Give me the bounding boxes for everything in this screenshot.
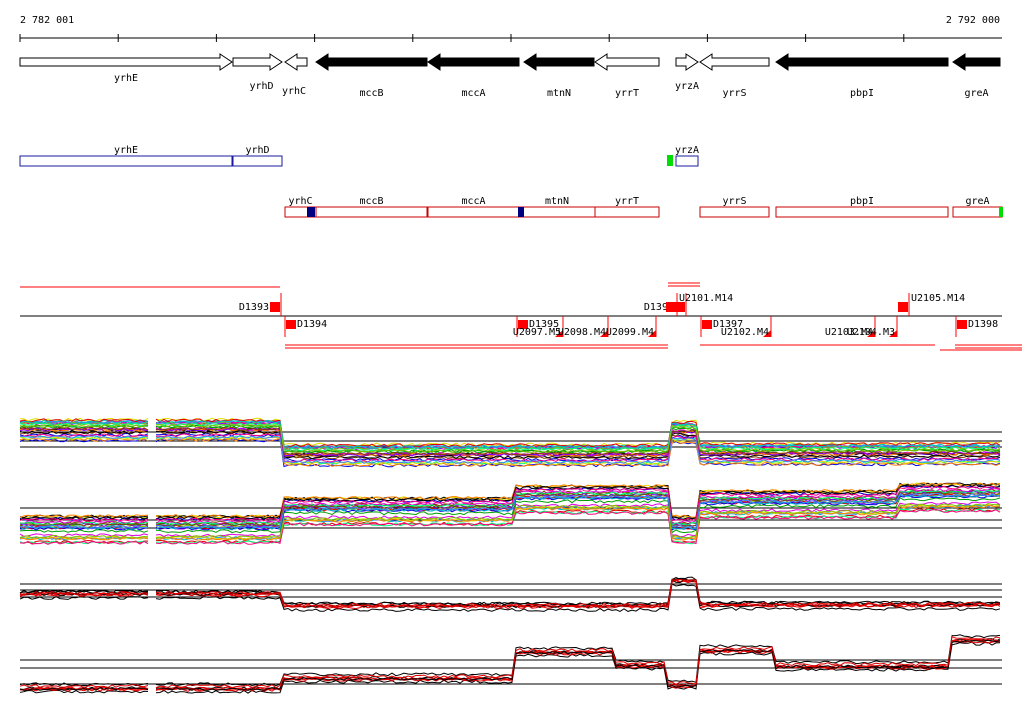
- promoter-label-D1394: D1394: [297, 319, 327, 330]
- transcript-yrrS[interactable]: [699, 206, 770, 218]
- transcript-label-yrhE: yrhE: [114, 145, 138, 156]
- promoter-mark-U2103.M4[interactable]: [867, 330, 875, 337]
- gene-label-mccA: mccA: [461, 88, 485, 99]
- promoter-mark-U2102.M4[interactable]: [763, 330, 771, 337]
- promoter-label-D1395: D1395: [529, 319, 559, 330]
- promoter-mark-D1396[interactable]: [675, 302, 685, 312]
- transcript-yrrT[interactable]: [594, 206, 660, 218]
- promoter-label-U2097.M5: U2097.M5: [513, 327, 561, 338]
- promoter-label-U2102.M4: U2102.M4: [721, 327, 769, 338]
- transcript-label-mtnN: mtnN: [545, 196, 569, 207]
- gene-arrow-yrrS[interactable]: [699, 53, 770, 71]
- transcript-label-mccB: mccB: [359, 196, 383, 207]
- promoter-mark-D1398[interactable]: [957, 320, 967, 329]
- transcript-yrhD[interactable]: [232, 155, 283, 167]
- transcript-label-yrrS: yrrS: [722, 196, 746, 207]
- gene-arrow-greA[interactable]: [952, 53, 1001, 71]
- gene-label-yrhC: yrhC: [282, 86, 306, 97]
- gene-label-yrrT: yrrT: [615, 88, 639, 99]
- coordinate-ruler: 2 782 001 2 792 000: [19, 15, 1002, 42]
- transcript-label-mccA: mccA: [461, 196, 485, 207]
- gene-label-yrrS: yrrS: [722, 88, 746, 99]
- promoter-label-U2101.M14: U2101.M14: [679, 293, 733, 304]
- transcript-label-yrrT: yrrT: [615, 196, 639, 207]
- gene-arrow-mccA[interactable]: [427, 53, 520, 71]
- promoter-label-U2105.M14: U2105.M14: [911, 293, 965, 304]
- gene-arrow-mtnN[interactable]: [523, 53, 595, 71]
- transcript-mtnN[interactable]: [518, 206, 596, 218]
- promoter-label-U2104.M3: U2104.M3: [847, 327, 895, 338]
- promoter-mark-D1394[interactable]: [286, 320, 296, 329]
- promoter-label-U2099.M4: U2099.M4: [606, 327, 654, 338]
- gene-arrow-mccB[interactable]: [315, 53, 428, 71]
- transcript-yrzA[interactable]: [675, 155, 699, 167]
- transcript-label-yrhC: yrhC: [288, 196, 312, 207]
- promoter-mark-U2097.M5[interactable]: [555, 330, 563, 337]
- promoter-mark-U2098.M4[interactable]: [600, 330, 608, 337]
- marker-blue-yrhC: [307, 207, 315, 217]
- gene-track: yrhE yrhD yrhC mccB mccA mtnN yrrT yrzA yrrS pbpI…: [19, 53, 1001, 99]
- gene-label-mtnN: mtnN: [547, 88, 571, 99]
- gene-arrow-yrzA[interactable]: [675, 53, 699, 71]
- promoter-mark-D1397[interactable]: [702, 320, 712, 329]
- transcript-greA[interactable]: [952, 206, 1003, 218]
- transcript-label-greA: greA: [965, 196, 989, 207]
- gene-label-pbpI: pbpI: [850, 88, 874, 99]
- coordinate-right: 2 792 000: [946, 15, 1000, 26]
- transcript-yrhE[interactable]: [19, 155, 233, 167]
- gene-label-yrhD: yrhD: [249, 81, 273, 92]
- transcript-label-yrhD: yrhD: [245, 145, 269, 156]
- marker-green-greA: [999, 207, 1003, 217]
- transcript-mccB[interactable]: [315, 206, 428, 218]
- expression-profile-tracks: [19, 417, 1002, 694]
- promoter-label-D1396: D1396: [644, 302, 674, 313]
- promoter-label-U2098.M4: U2098.M4: [558, 327, 606, 338]
- gene-label-greA: greA: [964, 88, 988, 99]
- coordinate-left: 2 782 001: [20, 15, 74, 26]
- promoter-mark-D1393[interactable]: [270, 302, 280, 312]
- promoter-mark-U2099.M4[interactable]: [648, 330, 656, 337]
- marker-green-yrzA: [667, 155, 673, 166]
- gene-arrow-yrhE[interactable]: [19, 53, 233, 71]
- promoter-mark-U2104.M3[interactable]: [889, 330, 897, 337]
- gene-arrow-pbpI[interactable]: [775, 53, 949, 71]
- gene-arrow-yrhD[interactable]: [232, 53, 283, 71]
- promoter-mark-U2101.M14[interactable]: [666, 302, 676, 312]
- gene-label-mccB: mccB: [359, 88, 383, 99]
- promoter-label-U2103.M4: U2103.M4: [825, 327, 873, 338]
- gene-arrow-yrhC[interactable]: [284, 53, 308, 71]
- promoter-label-D1397: D1397: [713, 319, 743, 330]
- transcript-mccA[interactable]: [427, 206, 520, 218]
- gene-label-yrhE: yrhE: [114, 73, 138, 84]
- promoter-label-D1393: D1393: [239, 302, 269, 313]
- gene-arrow-yrrT[interactable]: [594, 53, 660, 71]
- marker-blue-mtnN: [518, 207, 524, 217]
- minus-strand-transcript-track: yrhC mccB mccA mtnN yrrT yrrS pbpI greA: [284, 196, 1003, 218]
- transcript-pbpI[interactable]: [775, 206, 949, 218]
- transcript-label-yrzA: yrzA: [675, 145, 699, 156]
- promoter-mark-D1395[interactable]: [518, 320, 528, 329]
- transcript-label-pbpI: pbpI: [850, 196, 874, 207]
- marker-track: [307, 155, 1003, 217]
- plus-strand-transcript-track: yrhE yrhD yrzA: [19, 145, 699, 167]
- promoter-label-D1398: D1398: [968, 319, 998, 330]
- gene-label-yrzA: yrzA: [675, 81, 699, 92]
- promoter-mark-U2105.M14[interactable]: [898, 302, 908, 312]
